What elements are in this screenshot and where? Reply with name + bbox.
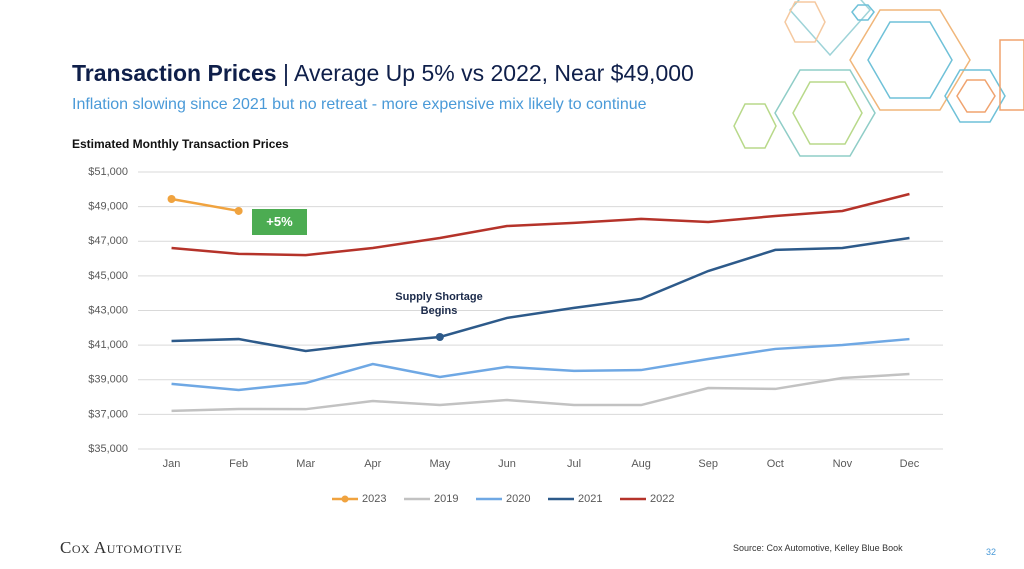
x-tick-label: Jan: [163, 458, 181, 470]
x-tick-label: Nov: [833, 458, 853, 470]
legend-marker: [341, 495, 349, 503]
page-number: 32: [986, 547, 997, 557]
legend-label: 2022: [650, 493, 674, 505]
title-main: Transaction Prices: [72, 60, 277, 86]
y-tick-label: $49,000: [88, 201, 128, 213]
legend-label: 2020: [506, 493, 530, 505]
annotation-badge: +5%: [252, 209, 307, 235]
series-line: [171, 192, 910, 257]
title-detail: | Average Up 5% vs 2022, Near $49,000: [282, 60, 694, 86]
source: Source: Cox Automotive, Kelley Blue Book: [733, 543, 903, 553]
series-line: [171, 236, 910, 353]
y-tick-label: $37,000: [88, 408, 128, 420]
x-tick-label: Sep: [698, 458, 718, 470]
y-tick-label: $45,000: [88, 270, 128, 282]
y-tick-label: $51,000: [88, 166, 128, 178]
x-tick-label: Mar: [296, 458, 315, 470]
logo: Cox Automotive: [60, 538, 183, 557]
legend-label: 2023: [362, 493, 386, 505]
hexagon-decoration: [733, 0, 1024, 157]
legend-label: 2019: [434, 493, 458, 505]
x-tick-label: Jul: [567, 458, 581, 470]
legend-label: 2021: [578, 493, 602, 505]
point: [234, 206, 243, 215]
y-tick-label: $43,000: [88, 304, 128, 316]
y-tick-label: $35,000: [88, 443, 128, 455]
annotation-point: [435, 332, 444, 341]
x-tick-label: Feb: [229, 458, 248, 470]
annotation: Supply Shortage Begins: [395, 291, 483, 317]
series-line: [171, 197, 239, 213]
y-tick-label: $41,000: [88, 339, 128, 351]
x-tick-label: Jun: [498, 458, 516, 470]
point: [167, 195, 176, 204]
slide-title: Transaction Prices | Average Up 5% vs 20…: [72, 60, 694, 87]
x-tick-label: Aug: [631, 458, 651, 470]
x-tick-label: Dec: [900, 458, 920, 470]
y-tick-label: $47,000: [88, 235, 128, 247]
series-line: [171, 372, 910, 413]
chart-title: Estimated Monthly Transaction Prices: [72, 137, 289, 151]
x-tick-label: Apr: [364, 458, 381, 470]
x-tick-label: Oct: [767, 458, 784, 470]
x-tick-label: May: [429, 458, 450, 470]
subtitle: Inflation slowing since 2021 but no retr…: [72, 96, 647, 113]
series-line: [171, 337, 910, 392]
y-tick-label: $39,000: [88, 374, 128, 386]
